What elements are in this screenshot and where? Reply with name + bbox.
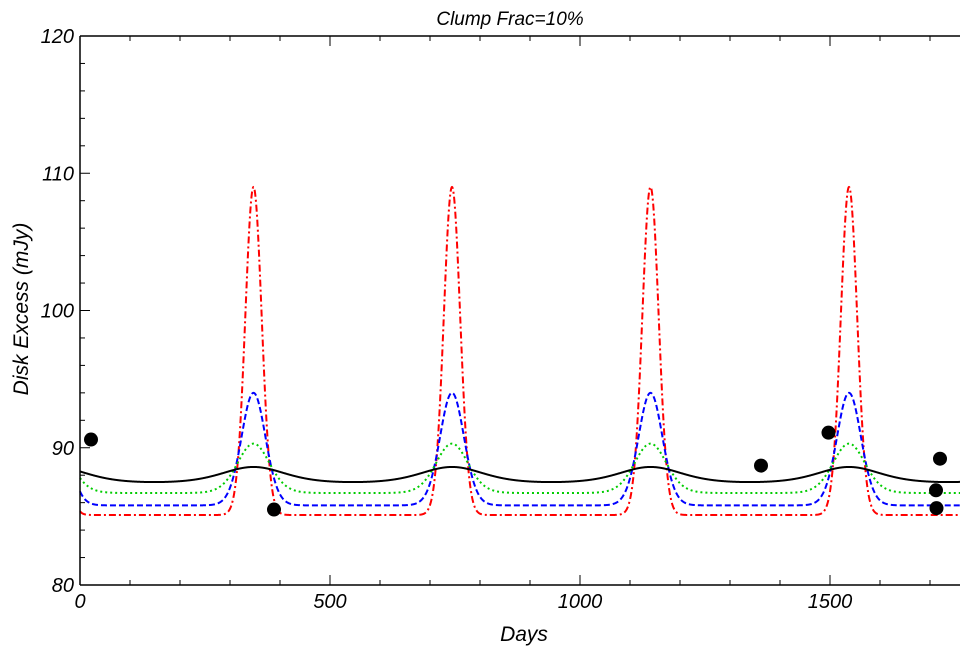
series-line-0	[79, 185, 960, 516]
y-axis-label: Disk Excess (mJy)	[10, 223, 33, 396]
y-tick-label: 110	[42, 163, 74, 185]
x-tick-label: 1500	[808, 591, 853, 613]
observation-point	[929, 501, 944, 516]
y-tick-label: 80	[52, 575, 74, 597]
y-tick-label: 90	[52, 438, 74, 460]
observation-point	[754, 458, 768, 473]
series-line-1	[79, 391, 960, 507]
y-tick-label: 120	[41, 26, 74, 48]
observation-point	[821, 425, 836, 440]
series-line-3	[79, 465, 960, 484]
x-tick-label: 1000	[558, 591, 603, 613]
ticks: 0 500 1000 1500 80 90 100 110 120	[41, 26, 931, 613]
series-line-2	[79, 442, 960, 495]
observation-point	[929, 483, 943, 498]
plot-lines	[79, 185, 960, 516]
plot-points	[84, 425, 947, 517]
y-tick-label: 100	[41, 301, 74, 323]
observation-point	[933, 451, 947, 466]
observation-point	[267, 502, 281, 517]
x-tick-label: 500	[313, 591, 346, 613]
x-axis-label: Days	[500, 623, 548, 646]
chart-title: Clump Frac=10%	[436, 9, 583, 30]
observation-point	[84, 432, 98, 447]
x-tick-label: 0	[74, 591, 85, 613]
